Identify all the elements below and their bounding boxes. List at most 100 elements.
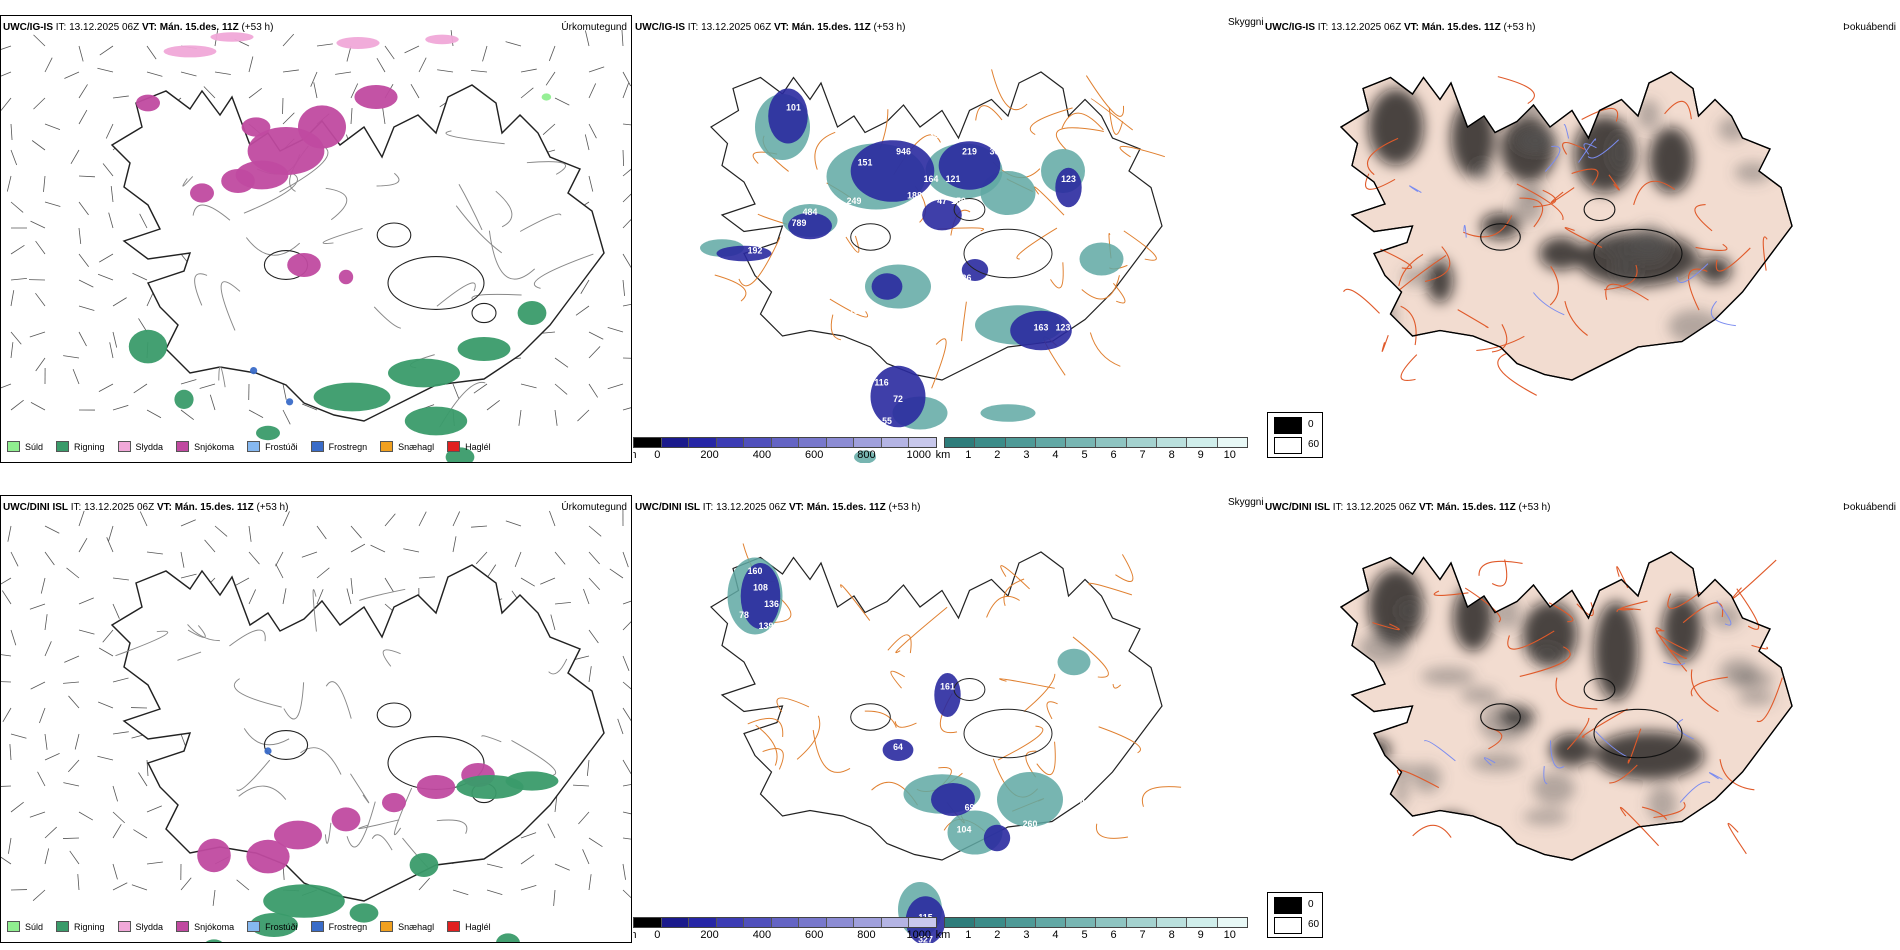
precip-legend-item: Slydda [117, 441, 164, 452]
colorbar-cell [826, 438, 855, 447]
fog-variable-title-bottom: Þokuábendi [1843, 502, 1896, 513]
colorbar-ticks: m 0 200 400 600 800 1000 [633, 928, 937, 942]
legend-label: Haglél [465, 441, 491, 452]
precip-legend-item: Frostregn [310, 921, 368, 932]
legend-swatch [447, 441, 461, 452]
precip-legend-item: Frostúði [247, 441, 298, 452]
vt-label: VT: Mán. 15.des. 11Z [1403, 22, 1501, 33]
colorbar-cell [854, 438, 882, 447]
colorbar-tick-label: 8 [1168, 449, 1175, 461]
precip-legend-item: Snæhagl [380, 921, 434, 932]
colorbar-tick-label: 3 [1023, 449, 1030, 461]
model-name: UWC/IG-IS [635, 22, 685, 33]
cloud-ceiling-label: 219 [962, 147, 977, 157]
cloud-ceiling-label: 260 [1023, 819, 1038, 829]
legend-label: Súld [25, 441, 44, 452]
cloud-ceiling-label: 123 [1061, 174, 1076, 184]
legend-swatch [56, 921, 70, 932]
precip-legend-item: Snjókoma [176, 441, 234, 452]
colorbar-unit: km [935, 929, 951, 941]
precip-legend-item: Frostregn [310, 441, 367, 452]
precip-legend-item: Snjókoma [176, 921, 234, 932]
cloud-ceiling-label: 108 [753, 583, 768, 593]
legend-label: Rigning [74, 441, 105, 452]
fog-legend-top-label: 0 [1308, 419, 1314, 430]
cloud-map-bottom: 16010813613978641616910426044115327 [710, 543, 1182, 943]
colorbar-cell [1126, 918, 1158, 927]
cloud-ceiling-label: 151 [858, 158, 873, 168]
visibility-colorbar-bottom: km 1 2 3 4 5 6 7 8 9 10 [936, 917, 1248, 942]
colorbar-cell [1035, 918, 1067, 927]
colorbar-cell [771, 438, 800, 447]
colorbar-tick-label: 5 [1081, 449, 1088, 461]
colorbar-cell [1217, 438, 1247, 447]
colorbar-tick-label: 1 [965, 929, 972, 941]
cloud-ceiling-label: 78 [739, 610, 749, 620]
fog-legend-bottom: 0 60 [1267, 892, 1323, 938]
colorbar-cell [1217, 918, 1247, 927]
colorbar-cell [634, 918, 662, 927]
cloud-variable-title-top: Skyggni [1228, 17, 1263, 28]
precip-legend-item: Frostúði [247, 921, 298, 932]
it-label: IT: 13.12.2025 06Z [1332, 502, 1417, 513]
colorbar-cell [1005, 438, 1036, 447]
colorbar-cell [975, 918, 1006, 927]
colorbar-cell [716, 918, 745, 927]
colorbar-tick-label: 200 [700, 449, 719, 461]
fog-legend-white-swatch [1274, 437, 1302, 454]
fog-title-top: UWC/IG-IS IT: 13.12.2025 06Z VT: Mán. 15… [1265, 22, 1535, 33]
it-label: IT: 13.12.2025 06Z [55, 22, 140, 33]
precip-panel-top: UWC/IG-IS IT: 13.12.2025 06Z VT: Mán. 15… [0, 15, 632, 463]
fog-panel-bottom: UWC/DINI ISL IT: 13.12.2025 06Z VT: Mán.… [1263, 495, 1900, 943]
legend-swatch [56, 441, 70, 452]
colorbar-cell [689, 918, 717, 927]
legend-label: Frostúði [265, 441, 298, 452]
ceiling-colorbar-bottom: m 0 200 400 600 800 1000 [633, 917, 937, 942]
legend-swatch [7, 441, 20, 452]
precip-map-bottom [1, 509, 631, 942]
cloud-ceiling-label: 136 [764, 599, 779, 609]
colorbar-tick-label: 2 [994, 449, 1001, 461]
colorbar-cell [744, 438, 772, 447]
it-label: IT: 13.12.2025 06Z [687, 22, 772, 33]
colorbar-tick-label: 600 [804, 929, 824, 941]
colorbar-tick-label: 400 [752, 929, 772, 941]
colorbar-cells [944, 437, 1248, 448]
model-name: UWC/IG-IS [3, 22, 53, 33]
precip-title-bottom: UWC/DINI ISL IT: 13.12.2025 06Z VT: Mán.… [3, 502, 288, 513]
precip-panel-bottom: UWC/DINI ISL IT: 13.12.2025 06Z VT: Mán.… [0, 495, 632, 943]
colorbar-tick-label: 4 [1052, 449, 1059, 461]
precip-legend-item: Slydda [117, 921, 163, 932]
cloud-ceiling-label: 121 [946, 174, 961, 184]
cloud-ceiling-label: 64 [893, 742, 903, 752]
colorbar-tick-label: 4 [1052, 929, 1059, 941]
legend-label: Snæhagl [398, 921, 435, 932]
colorbar-cell [1126, 438, 1158, 447]
legend-swatch [176, 441, 190, 452]
cloud-ceiling-label: 101 [786, 103, 801, 113]
precip-legend-top: Súld Rigning Slydda Snjókoma Frostúði Frostre… [7, 441, 504, 452]
legend-label: Snjókoma [194, 921, 235, 932]
precip-legend-item: Rigning [56, 921, 105, 932]
it-label: IT: 13.12.2025 06Z [702, 502, 787, 513]
colorbar-cell [744, 918, 772, 927]
vt-label: VT: Mán. 15.des. 11Z [1418, 502, 1516, 513]
precip-legend-bottom: Súld Rigning Slydda Snjókoma Frostúði Frostre… [7, 921, 504, 932]
legend-label: Frostregn [328, 921, 368, 932]
fog-legend-black-swatch [1274, 897, 1302, 914]
colorbar-cell [975, 438, 1006, 447]
fog-legend-top: 0 60 [1267, 412, 1323, 458]
colorbar-cell [716, 438, 745, 447]
legend-label: Súld [25, 921, 44, 932]
cloud-ceiling-label: 163 [1034, 323, 1049, 333]
legend-swatch [176, 921, 190, 932]
legend-swatch [117, 441, 131, 452]
colorbar-cell [909, 438, 937, 447]
precip-legend-item: Haglél [447, 441, 491, 452]
fog-legend-bottom-label: 60 [1308, 919, 1320, 930]
cloud-ceiling-label: 116 [874, 378, 888, 388]
cloud-ceiling-label: 15 [849, 306, 859, 316]
legend-label: Rigning [74, 921, 105, 932]
colorbar-tick-label: 9 [1197, 449, 1204, 461]
legend-label: Slydda [135, 441, 164, 452]
